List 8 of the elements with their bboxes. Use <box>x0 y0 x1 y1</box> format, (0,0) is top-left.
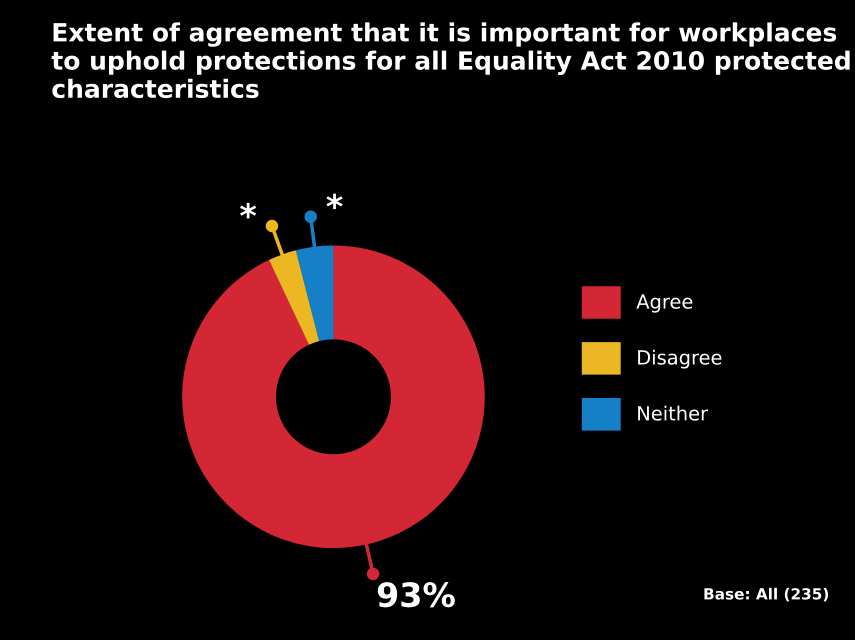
data-label: * <box>326 194 343 210</box>
legend-label: Agree <box>636 294 692 313</box>
data-label: 93% <box>378 582 455 608</box>
chart-title: Extent of agreement that it is important for workplaces to uphold protections for all Equality Act 2010 protected characteristics <box>52 22 850 98</box>
legend-label: Neither <box>638 406 708 421</box>
data-label: * <box>240 202 256 218</box>
legend-label: Disagree <box>638 350 722 369</box>
text: Base: All (235) <box>704 588 828 602</box>
